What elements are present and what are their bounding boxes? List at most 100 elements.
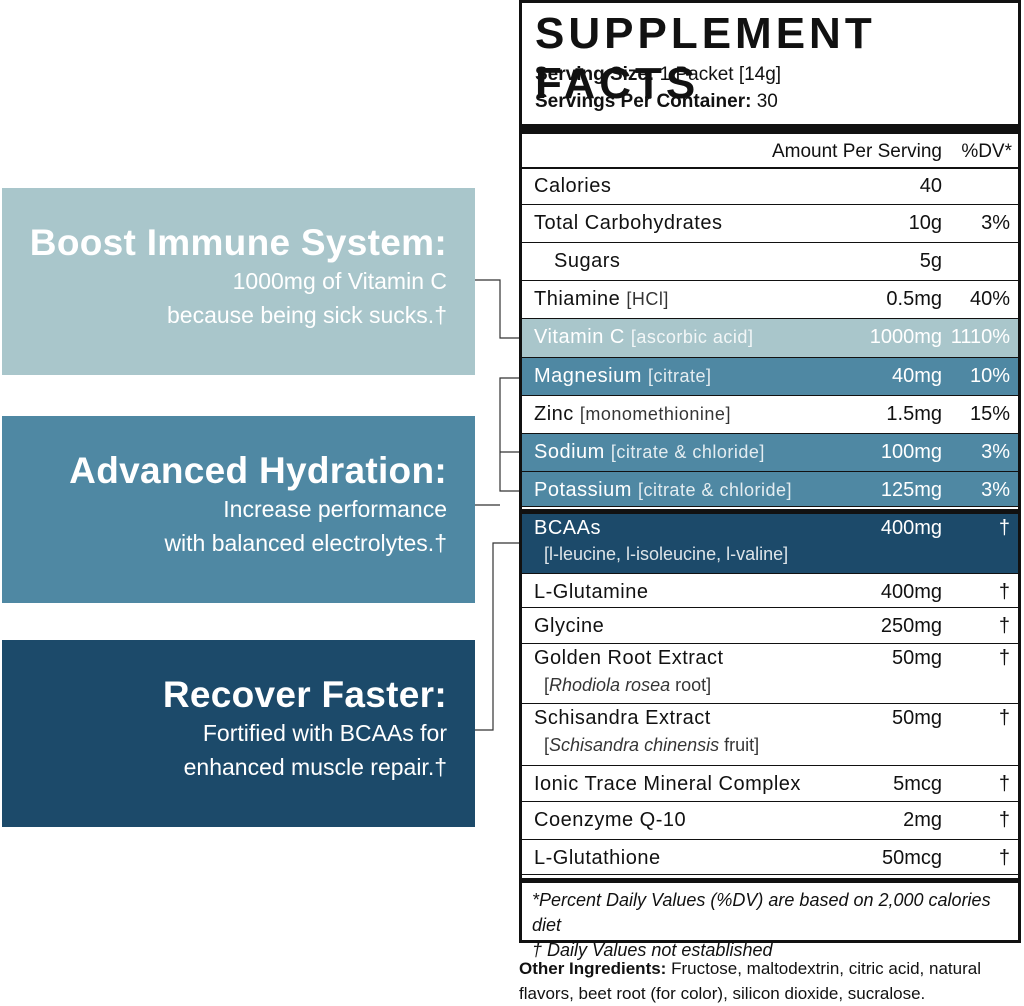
detail: [citrate & chloride]: [610, 442, 765, 462]
divider: [522, 167, 1018, 169]
amount: 2mg: [903, 809, 942, 831]
nutrient-row: Schisandra Extract [Schisandra chinensis …: [522, 704, 1018, 766]
nutrient-name: Glycine: [534, 615, 604, 638]
amount: 50mcg: [881, 847, 942, 869]
nutrient-name: Schisandra Extract: [534, 707, 711, 730]
divider: [522, 878, 1018, 883]
name: Glycine: [534, 615, 605, 637]
nutrient-row: Sodium [citrate & chloride] 100mg 3%: [522, 434, 1018, 472]
dv: †: [998, 647, 1010, 669]
detail: [HCl]: [626, 289, 669, 309]
name: BCAAs: [534, 517, 601, 539]
detail-part: [: [544, 735, 550, 755]
header-amount: Amount Per Serving: [771, 141, 942, 162]
label: Other Ingredients:: [519, 959, 667, 978]
amount: 5mcg: [893, 773, 942, 795]
dv: †: [998, 615, 1010, 637]
connector: [475, 279, 519, 339]
nutrient-name: Golden Root Extract: [534, 647, 724, 670]
amount: 125mg: [880, 479, 942, 501]
nutrient-row: Coenzyme Q-10 2mg †: [522, 802, 1018, 840]
dv: †: [998, 809, 1010, 831]
amount: 0.5mg: [886, 288, 942, 310]
dv: †: [998, 517, 1010, 539]
nutrient-row: Total Carbohydrates 10g 3%: [522, 205, 1018, 243]
callout: Recover Faster: Fortified with BCAAs for e…: [2, 640, 475, 827]
name: L-Glutathione: [534, 847, 661, 869]
dv: 15%: [969, 403, 1010, 425]
callout-title: Recover Faster:: [162, 674, 447, 715]
name: Schisandra Extract: [534, 707, 711, 729]
header-dv: %DV*: [961, 141, 1012, 162]
detail: [Schisandra chinensis fruit]: [544, 735, 759, 756]
dv: 3%: [981, 479, 1010, 501]
divider: [522, 509, 1018, 514]
nutrient-name: Potassium [citrate & chloride]: [534, 479, 792, 502]
callout: Boost Immune System: 1000mg of Vitamin C b…: [2, 188, 475, 375]
nutrient-row: Potassium [citrate & chloride] 125mg 3%: [522, 472, 1018, 507]
name: Magnesium: [534, 365, 642, 387]
amount: 250mg: [880, 615, 942, 637]
dv: 40%: [969, 288, 1010, 310]
footnote: *Percent Daily Values (%DV) are based on…: [532, 890, 991, 935]
callout-line: Increase performance: [223, 496, 447, 522]
dv: 3%: [981, 441, 1010, 463]
amount: 400mg: [880, 581, 942, 603]
name: Potassium: [534, 479, 632, 501]
amount: 1.5mg: [886, 403, 942, 425]
detail-part: Rhodiola rosea: [549, 675, 671, 695]
nutrient-name: Sugars: [554, 250, 620, 273]
detail-part: [: [544, 675, 550, 695]
connector: [499, 377, 519, 492]
label: Serving Size:: [535, 64, 655, 85]
serving-size: Serving Size: 1 Packet [14g]: [535, 64, 781, 86]
nutrient-name: Ionic Trace Mineral Complex: [534, 773, 801, 796]
name: Vitamin C: [534, 326, 625, 348]
amount: 1000mg: [869, 326, 942, 348]
nutrient-name: Total Carbohydrates: [534, 212, 722, 235]
amount: 50mg: [891, 707, 942, 729]
name: Calories: [534, 175, 612, 197]
callout-title: Boost Immune System:: [29, 222, 447, 263]
name: Ionic Trace Mineral Complex: [534, 773, 801, 795]
callout-line: 1000mg of Vitamin C: [232, 268, 447, 294]
dv: 3%: [981, 212, 1010, 234]
nutrient-name: Magnesium [citrate]: [534, 365, 711, 388]
callout-line: enhanced muscle repair.†: [183, 754, 447, 780]
detail-part: root]: [670, 675, 712, 695]
footnote: † Daily Values not established: [532, 940, 773, 960]
detail: [citrate & chloride]: [637, 480, 792, 500]
nutrient-name: Vitamin C [ascorbic acid]: [534, 326, 753, 349]
detail: [l-leucine, l-isoleucine, l-valine]: [544, 544, 789, 564]
nutrient-row: Calories 40: [522, 168, 1018, 205]
dv: †: [998, 847, 1010, 869]
amount: 5g: [919, 250, 942, 272]
value: 30: [756, 91, 778, 112]
nutrient-row: L-Glutathione 50mcg †: [522, 840, 1018, 875]
name: Golden Root Extract: [534, 647, 724, 669]
text: Fructose, maltodextrin, citric acid, nat…: [519, 959, 981, 1003]
name: L-Glutamine: [534, 581, 649, 603]
connector: [475, 542, 519, 731]
other-ingredients: Other Ingredients: Fructose, maltodextri…: [519, 956, 1019, 1006]
facts-title: SUPPLEMENT FACTS: [535, 9, 876, 108]
name: Sodium: [534, 441, 605, 463]
name: Thiamine: [534, 288, 621, 310]
supplement-facts: SUPPLEMENT FACTS Serving Size: 1 Packet …: [519, 0, 1021, 960]
nutrient-row: Thiamine [HCl] 0.5mg 40%: [522, 281, 1018, 319]
dv: 10%: [969, 365, 1010, 387]
amount: 10g: [908, 212, 942, 234]
name: Zinc: [534, 403, 574, 425]
nutrient-row: Glycine 250mg †: [522, 608, 1018, 644]
amount: 40mg: [891, 365, 942, 387]
nutrient-name: Calories: [534, 175, 611, 198]
nutrient-name: L-Glutathione: [534, 847, 661, 870]
nutrient-row: Sugars 5g: [522, 243, 1018, 281]
nutrient-row: BCAAs [l-leucine, l-isoleucine, l-valine]…: [522, 514, 1018, 574]
callout-line: with balanced electrolytes.†: [164, 530, 447, 556]
amount: 100mg: [880, 441, 942, 463]
nutrient-name: Thiamine [HCl]: [534, 288, 669, 311]
amount: 400mg: [880, 517, 942, 539]
nutrient-name: Zinc [monomethionine]: [534, 403, 731, 426]
